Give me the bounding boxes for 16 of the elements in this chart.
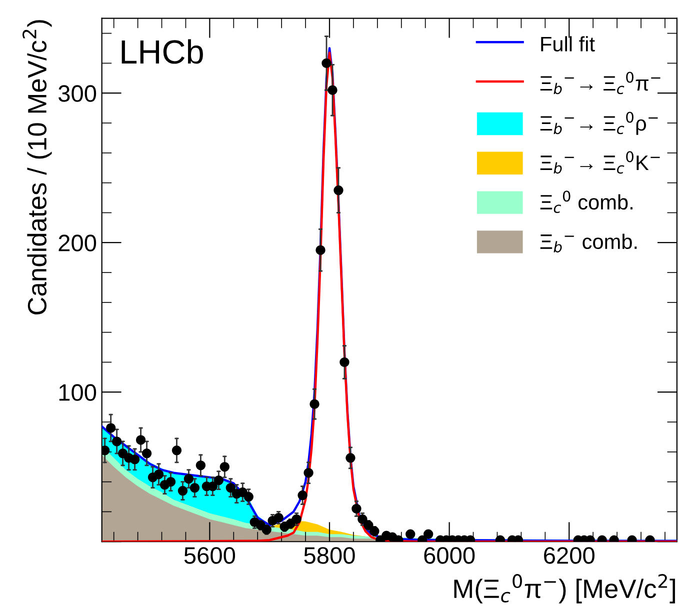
legend-label: Ξ$_{b}$$^{−}$→ Ξ$_{c}$$^{0}$ρ$^{−}$ (540, 112, 658, 135)
y-tick-label: 300 (58, 85, 96, 102)
legend-label: Ξ$_{b}$$^{−}$→ Ξ$_{c}$$^{0}$K$^{−}$ (540, 151, 660, 174)
y-tick-label: 200 (58, 234, 96, 252)
x-tick-label: 5600 (184, 547, 236, 564)
y-axis-title: Candidates / (10 MeV/c$^{2}$) (22, 20, 52, 314)
y-tick-label: 100 (59, 384, 96, 401)
legend-label: Ξ$_{b}$$^{−}$ comb. (540, 234, 637, 252)
x-tick-label: 6200 (544, 547, 594, 564)
x-axis-title: M(Ξ$_{c}$$^{0}$π$^{−}$) [MeV/c$^{2}$] (454, 574, 675, 604)
annotation: LHCb (122, 39, 203, 64)
legend-label: Ξ$_{b}$$^{−}$→ Ξ$_{c}$$^{0}$π$^{−}$ (540, 72, 660, 94)
legend-label: Full fit (541, 36, 595, 52)
legend-label: Ξ$_{c}$$^{0}$ comb. (540, 190, 632, 214)
x-tick-label: 6000 (424, 547, 475, 564)
x-tick-label: 5800 (304, 547, 355, 564)
